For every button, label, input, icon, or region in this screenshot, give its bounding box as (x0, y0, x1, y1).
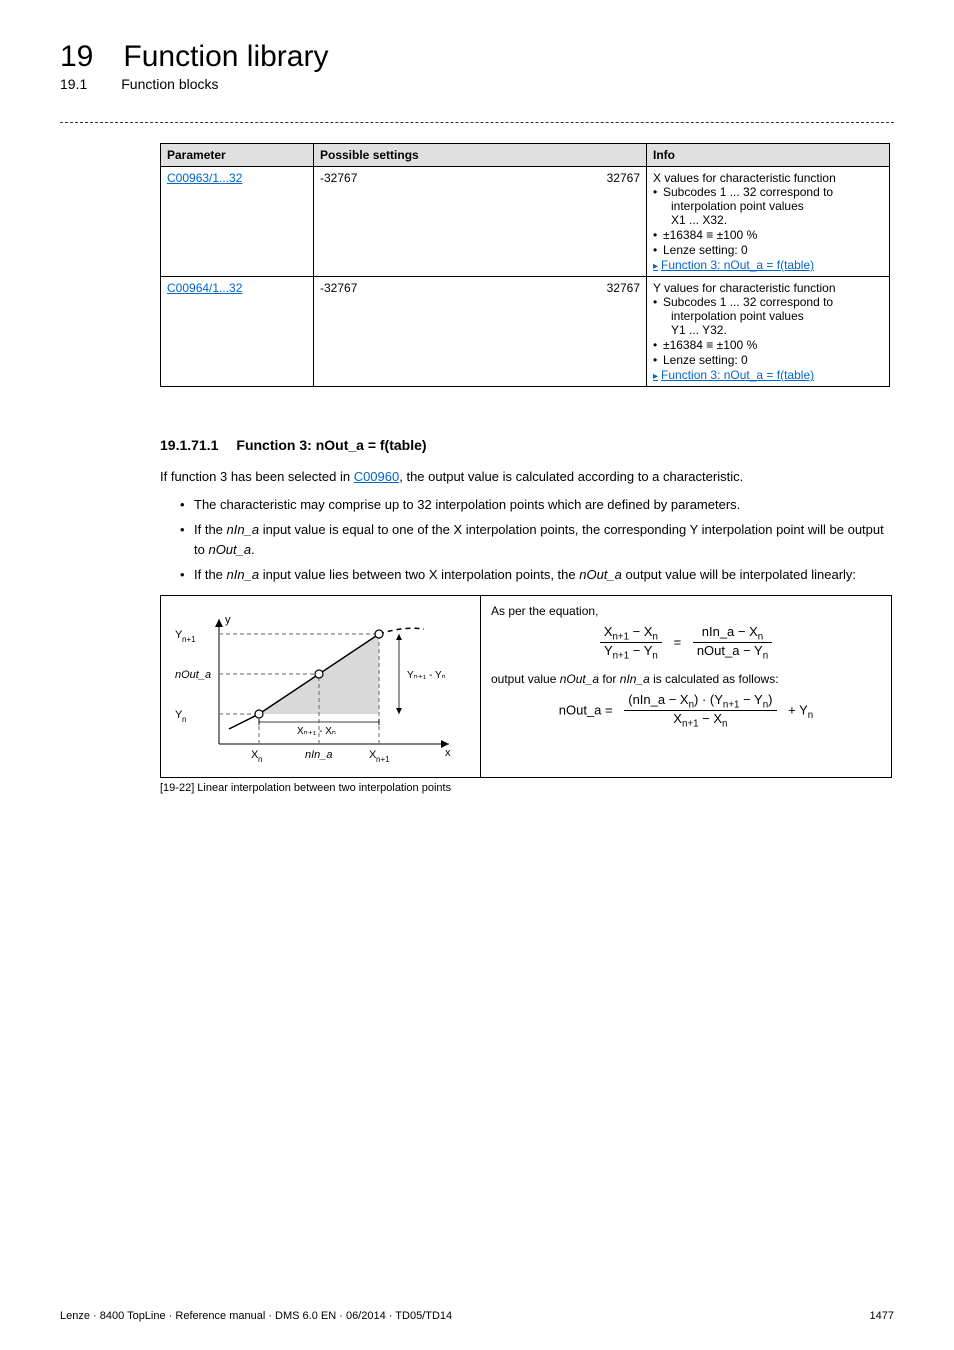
chapter-title: Function library (123, 40, 328, 74)
info-text: Y1 ... Y32. (671, 323, 727, 337)
ref-link[interactable]: C00960 (354, 469, 400, 484)
th-parameter: Parameter (161, 144, 314, 167)
figure-row: yxYn+1nOut_aYnXnnIn_aXn+1Xₙ₊₁ - XₙYₙ₊₁ -… (160, 595, 892, 778)
info-title: X values for characteristic function (653, 171, 883, 185)
function-link[interactable]: Function 3: nOut_a = f(table) (653, 258, 814, 272)
svg-text:nIn_a: nIn_a (305, 749, 333, 761)
info-text: interpolation point values (671, 199, 804, 213)
list-item: The characteristic may comprise up to 32… (180, 495, 894, 515)
setting-high: 32767 (487, 167, 647, 277)
th-info: Info (647, 144, 890, 167)
info-text: Lenze setting: 0 (653, 243, 883, 257)
chapter-header: 19 Function library (60, 40, 894, 74)
figure-caption: [19-22] Linear interpolation between two… (160, 782, 894, 794)
setting-low: -32767 (314, 277, 487, 387)
svg-text:x: x (445, 747, 451, 759)
info-cell: Y values for characteristic function Sub… (647, 277, 890, 387)
setting-low: -32767 (314, 167, 487, 277)
info-text: X1 ... X32. (671, 213, 727, 227)
setting-high: 32767 (487, 277, 647, 387)
svg-text:nOut_a: nOut_a (175, 669, 211, 681)
list-item: If the nIn_a input value lies between tw… (180, 565, 894, 585)
interpolation-chart: yxYn+1nOut_aYnXnnIn_aXn+1Xₙ₊₁ - XₙYₙ₊₁ -… (161, 596, 481, 777)
footer-left: Lenze · 8400 TopLine · Reference manual … (60, 1310, 452, 1322)
param-link[interactable]: C00964/1...32 (167, 281, 242, 295)
intro-paragraph: If function 3 has been selected in C0096… (160, 467, 894, 487)
svg-text:n+1: n+1 (376, 755, 390, 764)
subsection-header: 19.1 Function blocks (60, 76, 894, 92)
info-text: ±16384 ≡ ±100 % (653, 228, 883, 242)
info-text: Subcodes 1 ... 32 correspond to (663, 295, 833, 309)
parameter-table: Parameter Possible settings Info C00963/… (160, 143, 890, 387)
param-link[interactable]: C00963/1...32 (167, 171, 242, 185)
equation-panel: As per the equation, Xn+1 − Xn Yn+1 − Yn… (481, 596, 891, 777)
equation-ratio: Xn+1 − Xn Yn+1 − Yn = nIn_a − Xn nOut_a … (491, 624, 881, 662)
info-text: Subcodes 1 ... 32 correspond to (663, 185, 833, 199)
info-cell: X values for characteristic function Sub… (647, 167, 890, 277)
text: If function 3 has been selected in (160, 469, 354, 484)
th-settings: Possible settings (314, 144, 647, 167)
equation-result: nOut_a = (nIn_a − Xn) · (Yn+1 − Yn) Xn+1… (491, 692, 881, 730)
output-label: output value nOut_a for nIn_a is calcula… (491, 672, 881, 686)
bullet-list: The characteristic may comprise up to 32… (180, 495, 894, 585)
section-number: 19.1.71.1 (160, 437, 218, 453)
svg-text:n: n (182, 715, 186, 724)
section-heading: 19.1.71.1 Function 3: nOut_a = f(table) (160, 437, 894, 453)
function-link[interactable]: Function 3: nOut_a = f(table) (653, 368, 814, 382)
info-text: ±16384 ≡ ±100 % (653, 338, 883, 352)
footer-page-number: 1477 (870, 1310, 894, 1322)
svg-text:n: n (258, 755, 262, 764)
svg-text:Xₙ₊₁ - Xₙ: Xₙ₊₁ - Xₙ (297, 726, 336, 737)
chapter-number: 19 (60, 40, 93, 74)
info-title: Y values for characteristic function (653, 281, 883, 295)
eq-label: As per the equation, (491, 604, 881, 618)
list-item: If the nIn_a input value is equal to one… (180, 520, 894, 559)
table-row: C00964/1...32 -32767 32767 Y values for … (161, 277, 890, 387)
info-text: Lenze setting: 0 (653, 353, 883, 367)
table-row: C00963/1...32 -32767 32767 X values for … (161, 167, 890, 277)
svg-text:y: y (225, 614, 231, 626)
page-footer: Lenze · 8400 TopLine · Reference manual … (60, 1310, 894, 1322)
divider-dashed (60, 122, 894, 123)
text: , the output value is calculated accordi… (399, 469, 743, 484)
section-title: Function 3: nOut_a = f(table) (236, 437, 426, 453)
subsection-title: Function blocks (121, 76, 218, 92)
svg-text:Yₙ₊₁ - Yₙ: Yₙ₊₁ - Yₙ (407, 670, 446, 681)
svg-text:n+1: n+1 (182, 635, 196, 644)
subsection-number: 19.1 (60, 76, 87, 92)
info-text: interpolation point values (671, 309, 804, 323)
